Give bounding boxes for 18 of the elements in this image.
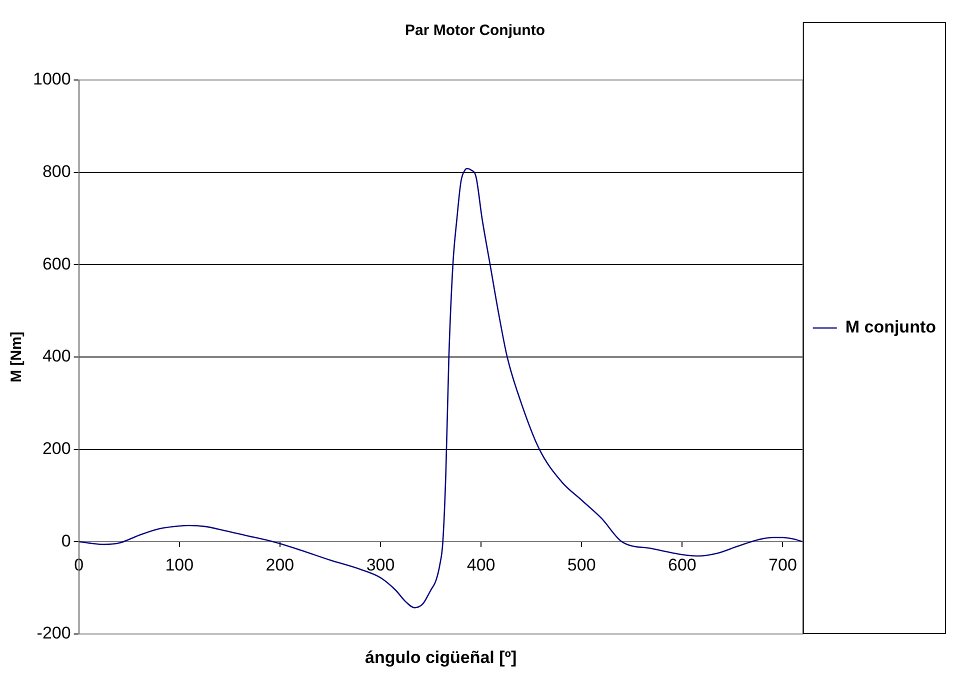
x-tick-label: 400 xyxy=(466,556,496,575)
legend-label: M conjunto xyxy=(845,318,936,337)
y-tick-label: 0 xyxy=(61,531,71,550)
x-tick-label: 700 xyxy=(768,556,797,575)
x-tick-label: 600 xyxy=(668,556,696,575)
y-tick-label: 400 xyxy=(42,346,71,366)
y-tick-label: -200 xyxy=(36,624,71,643)
x-axis-title: ángulo cigüeñal [º] xyxy=(364,648,518,668)
y-tick-label: 800 xyxy=(42,162,71,182)
x-tick-label: 100 xyxy=(165,556,194,575)
y-tick-label: 200 xyxy=(42,439,71,458)
x-tick-label: 300 xyxy=(366,556,395,575)
x-tick-label: 200 xyxy=(266,556,294,575)
y-axis-title: M [Nm] xyxy=(8,332,26,382)
chart-title: Par Motor Conjunto xyxy=(405,22,545,40)
y-tick-label: 600 xyxy=(42,254,71,274)
y-tick-label: 1000 xyxy=(32,70,71,89)
x-tick-label: 500 xyxy=(567,556,596,575)
